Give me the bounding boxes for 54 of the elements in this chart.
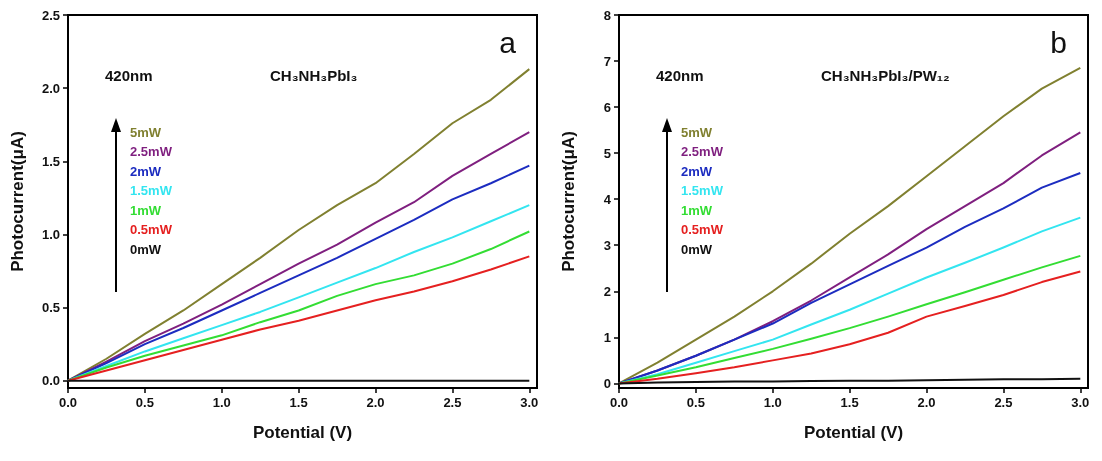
x-tick-label: 2.5 — [443, 395, 462, 410]
x-axis-title: Potential (V) — [252, 423, 353, 442]
x-tick-label: 0.5 — [135, 395, 154, 410]
text: 5mW — [130, 124, 162, 140]
text: 0mW — [130, 241, 162, 257]
x-tick-label: 1.0 — [212, 395, 231, 410]
x-tick-label: 2.5 — [994, 395, 1013, 410]
y-axis-title: Photocurrent(μA) — [559, 131, 578, 272]
text: 1mW — [681, 202, 713, 218]
y-tick-label: 6 — [603, 99, 611, 115]
text: 2.5mW — [130, 144, 173, 159]
x-tick-label: 2.0 — [917, 395, 936, 410]
text: 0mW — [681, 241, 713, 257]
y-tick-label: 1 — [603, 329, 611, 345]
text: 0.5mW — [681, 222, 724, 237]
x-axis-title: Potential (V) — [803, 423, 904, 442]
text: 1mW — [130, 202, 162, 218]
annotation: 420nm — [656, 67, 704, 84]
x-tick-label: 1.5 — [289, 395, 308, 410]
annotation: CH₃NH₃PbI₃ — [270, 67, 358, 84]
text: 2.5mW — [681, 144, 724, 159]
y-tick-label: 5 — [603, 145, 611, 161]
y-tick-label: 1.0 — [41, 226, 60, 242]
annotation: 420nm — [105, 67, 153, 84]
text: 2mW — [681, 163, 713, 179]
text: 1.5mW — [681, 183, 724, 198]
y-tick-label: 8 — [603, 7, 611, 23]
text: 2mW — [130, 163, 162, 179]
y-tick-label: 1.5 — [41, 153, 60, 169]
y-tick-label: 4 — [603, 191, 612, 207]
line-series — [67, 255, 531, 382]
text: 5mW — [681, 124, 713, 140]
text: 1.5mW — [130, 183, 173, 198]
x-tick-label: 0.5 — [686, 395, 705, 410]
x-tick-label: 1.5 — [840, 395, 859, 410]
line-series — [618, 66, 1082, 385]
y-tick-label: 0.0 — [41, 373, 60, 389]
x-tick-label: 3.0 — [1071, 395, 1090, 410]
y-tick-label: 3 — [603, 237, 611, 253]
y-tick-label: 2 — [603, 283, 611, 299]
y-tick-label: 0 — [603, 375, 611, 391]
chart-title: a — [499, 25, 517, 59]
y-tick-label: 2.0 — [41, 80, 60, 96]
annotation: CH₃NH₃PbI₃/PW₁₂ — [821, 67, 950, 84]
y-tick-label: 7 — [603, 53, 611, 69]
x-tick-label: 1.0 — [763, 395, 782, 410]
y-axis-title: Photocurrent(μA) — [8, 131, 27, 272]
x-tick-label: 2.0 — [366, 395, 385, 410]
y-tick-label: 2.5 — [41, 7, 60, 23]
x-tick-label: 3.0 — [520, 395, 539, 410]
chart-title: b — [1050, 25, 1067, 59]
x-tick-label: 0.0 — [58, 395, 78, 410]
y-tick-label: 0.5 — [41, 300, 60, 316]
text: 0.5mW — [130, 222, 173, 237]
